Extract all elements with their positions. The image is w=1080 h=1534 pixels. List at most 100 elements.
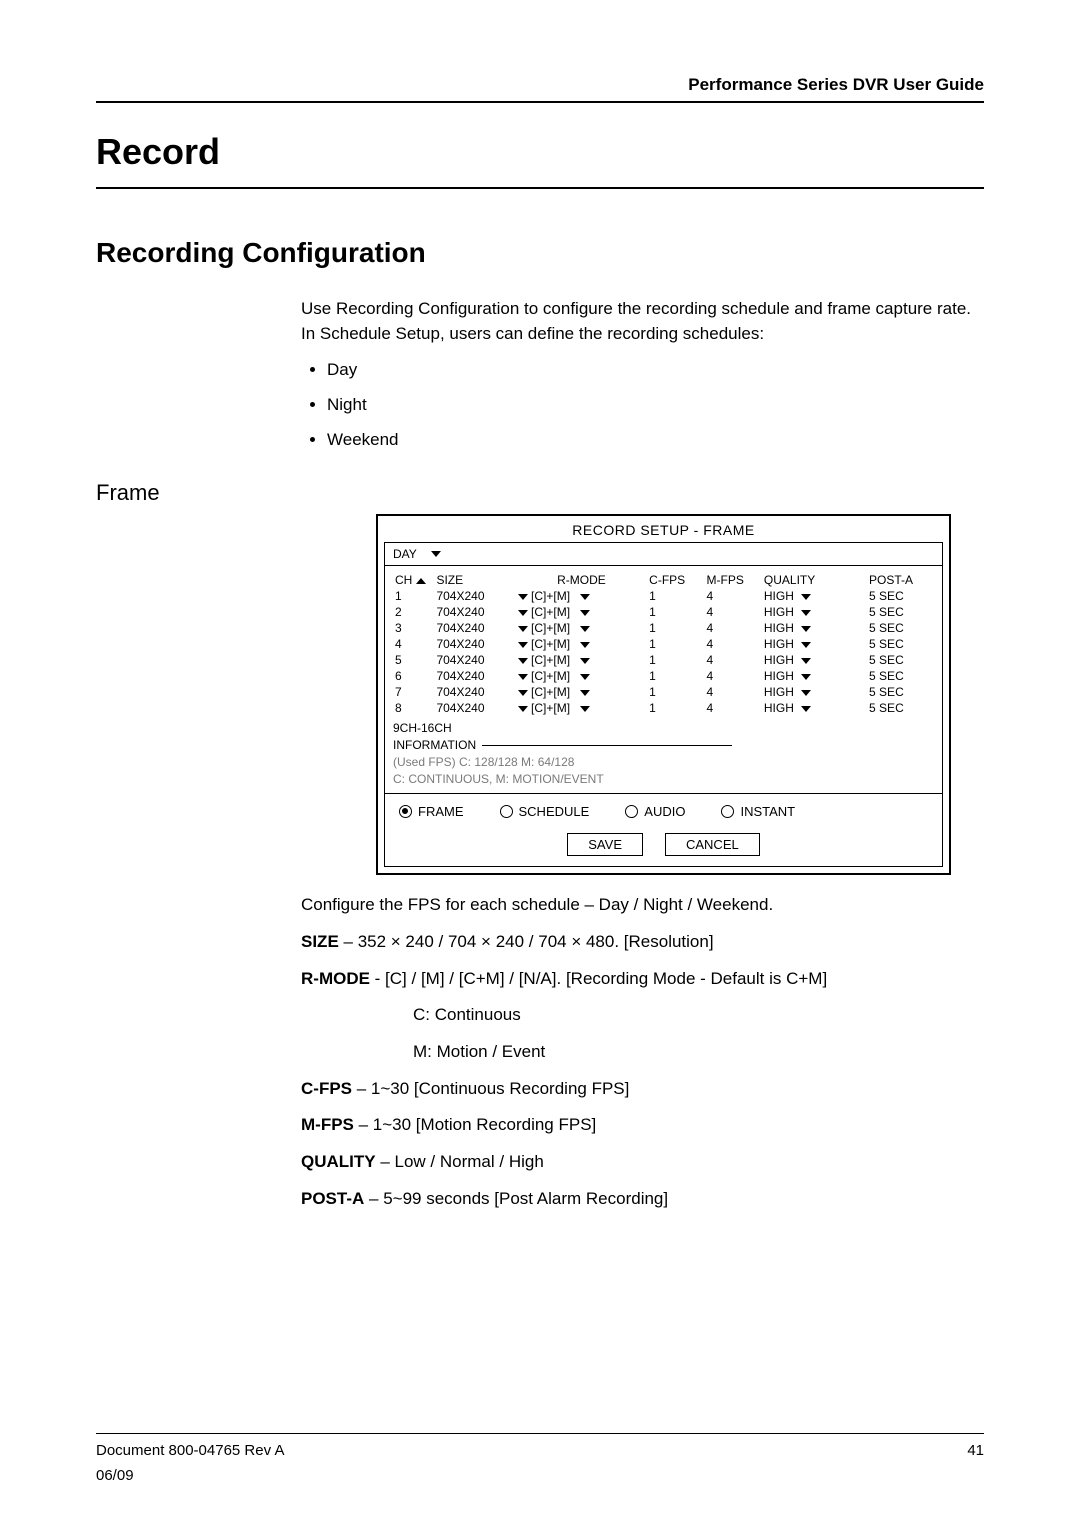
cell-size: 704X240: [434, 636, 515, 652]
rmode-dropdown-icon: [518, 626, 528, 632]
def-rmode-text: - [C] / [M] / [C+M] / [N/A]. [Recording …: [370, 969, 827, 988]
cell-size: 704X240: [434, 588, 515, 604]
cell-ch: 5: [393, 652, 434, 668]
tab-instant-label: INSTANT: [740, 804, 795, 819]
def-mfps-label: M-FPS: [301, 1115, 354, 1134]
heading-record: Record: [96, 131, 984, 173]
ch-sort-up-icon[interactable]: [416, 578, 426, 584]
def-posta: POST-A – 5~99 seconds [Post Alarm Record…: [301, 1187, 984, 1212]
col-posta: POST-A: [867, 572, 934, 588]
cell-posta: 5 SEC: [867, 604, 934, 620]
heading-frame: Frame: [96, 480, 984, 506]
quality-dropdown-icon: [801, 690, 811, 696]
cell-mfps: 4: [705, 652, 762, 668]
quality-dropdown-icon: [801, 610, 811, 616]
col-size: SIZE: [434, 572, 515, 588]
cell-size: 704X240: [434, 620, 515, 636]
quality-dropdown-icon: [801, 594, 811, 600]
cell-rmode[interactable]: [C]+[M]: [516, 652, 647, 668]
cell-size: 704X240: [434, 652, 515, 668]
col-rmode: R-MODE: [516, 572, 647, 588]
rmode-dropdown-icon: [580, 658, 590, 664]
table-row: 3704X240 [C]+[M] 14HIGH 5 SEC: [393, 620, 934, 636]
def-mfps: M-FPS – 1~30 [Motion Recording FPS]: [301, 1113, 984, 1138]
record-setup-frame-screenshot: RECORD SETUP - FRAME DAY CH SIZE R-MODE …: [376, 514, 951, 875]
cell-size: 704X240: [434, 604, 515, 620]
bullet-weekend: Weekend: [327, 428, 984, 453]
rmode-dropdown-icon: [580, 626, 590, 632]
tab-frame[interactable]: FRAME: [399, 804, 464, 819]
cell-cfps: 1: [647, 636, 704, 652]
def-size-label: SIZE: [301, 932, 339, 951]
col-mfps: M-FPS: [705, 572, 762, 588]
cell-posta: 5 SEC: [867, 620, 934, 636]
rmode-dropdown-icon: [518, 658, 528, 664]
cell-cfps: 1: [647, 668, 704, 684]
rmode-dropdown-icon: [518, 642, 528, 648]
rmode-dropdown-icon: [518, 706, 528, 712]
cell-rmode[interactable]: [C]+[M]: [516, 636, 647, 652]
tab-audio-label: AUDIO: [644, 804, 685, 819]
day-dropdown-icon[interactable]: [431, 551, 441, 557]
cell-rmode[interactable]: [C]+[M]: [516, 700, 647, 716]
rmode-dropdown-icon: [580, 642, 590, 648]
schedule-list: Day Night Weekend: [327, 358, 984, 452]
cell-ch: 1: [393, 588, 434, 604]
bullet-day: Day: [327, 358, 984, 383]
cell-cfps: 1: [647, 604, 704, 620]
cell-quality[interactable]: HIGH: [762, 668, 867, 684]
def-quality-label: QUALITY: [301, 1152, 376, 1171]
cell-posta: 5 SEC: [867, 668, 934, 684]
rule-top: [96, 101, 984, 103]
def-cfps: C-FPS – 1~30 [Continuous Recording FPS]: [301, 1077, 984, 1102]
table-row: 8704X240 [C]+[M] 14HIGH 5 SEC: [393, 700, 934, 716]
tab-instant[interactable]: INSTANT: [721, 804, 795, 819]
quality-dropdown-icon: [801, 658, 811, 664]
cell-quality[interactable]: HIGH: [762, 652, 867, 668]
cell-quality[interactable]: HIGH: [762, 636, 867, 652]
cell-rmode[interactable]: [C]+[M]: [516, 684, 647, 700]
def-rmode-label: R-MODE: [301, 969, 370, 988]
rmode-dropdown-icon: [580, 706, 590, 712]
cancel-button[interactable]: CANCEL: [665, 833, 760, 856]
cell-quality[interactable]: HIGH: [762, 684, 867, 700]
cell-rmode[interactable]: [C]+[M]: [516, 620, 647, 636]
used-fps-line: (Used FPS) C: 128/128 M: 64/128: [393, 754, 934, 771]
cell-size: 704X240: [434, 700, 515, 716]
cell-rmode[interactable]: [C]+[M]: [516, 604, 647, 620]
def-cfps-text: – 1~30 [Continuous Recording FPS]: [352, 1079, 629, 1098]
cell-quality[interactable]: HIGH: [762, 620, 867, 636]
cell-cfps: 1: [647, 700, 704, 716]
tab-frame-label: FRAME: [418, 804, 464, 819]
table-row: 5704X240 [C]+[M] 14HIGH 5 SEC: [393, 652, 934, 668]
rule-under-h1: [96, 187, 984, 189]
frame-table: CH SIZE R-MODE C-FPS M-FPS QUALITY POST-…: [385, 566, 942, 718]
rmode-dropdown-icon: [580, 610, 590, 616]
cell-mfps: 4: [705, 700, 762, 716]
cell-quality[interactable]: HIGH: [762, 588, 867, 604]
cell-ch: 8: [393, 700, 434, 716]
cell-cfps: 1: [647, 588, 704, 604]
cell-rmode[interactable]: [C]+[M]: [516, 588, 647, 604]
cell-quality[interactable]: HIGH: [762, 604, 867, 620]
rmode-dropdown-icon: [580, 674, 590, 680]
def-cfps-label: C-FPS: [301, 1079, 352, 1098]
def-size-text: – 352 × 240 / 704 × 240 / 704 × 480. [Re…: [339, 932, 714, 951]
next-channels-link[interactable]: 9CH-16CH: [393, 720, 934, 737]
cell-ch: 3: [393, 620, 434, 636]
cell-size: 704X240: [434, 684, 515, 700]
def-rmode-c: C: Continuous: [413, 1003, 984, 1028]
col-ch: CH: [395, 573, 412, 587]
cell-quality[interactable]: HIGH: [762, 700, 867, 716]
cell-rmode[interactable]: [C]+[M]: [516, 668, 647, 684]
cell-posta: 5 SEC: [867, 684, 934, 700]
tab-schedule-label: SCHEDULE: [519, 804, 590, 819]
tab-audio[interactable]: AUDIO: [625, 804, 685, 819]
cell-ch: 4: [393, 636, 434, 652]
save-button[interactable]: SAVE: [567, 833, 643, 856]
rmode-dropdown-icon: [518, 594, 528, 600]
footer-rule: [96, 1433, 984, 1434]
def-mfps-text: – 1~30 [Motion Recording FPS]: [354, 1115, 596, 1134]
tab-schedule[interactable]: SCHEDULE: [500, 804, 590, 819]
radio-icon: [399, 805, 412, 818]
